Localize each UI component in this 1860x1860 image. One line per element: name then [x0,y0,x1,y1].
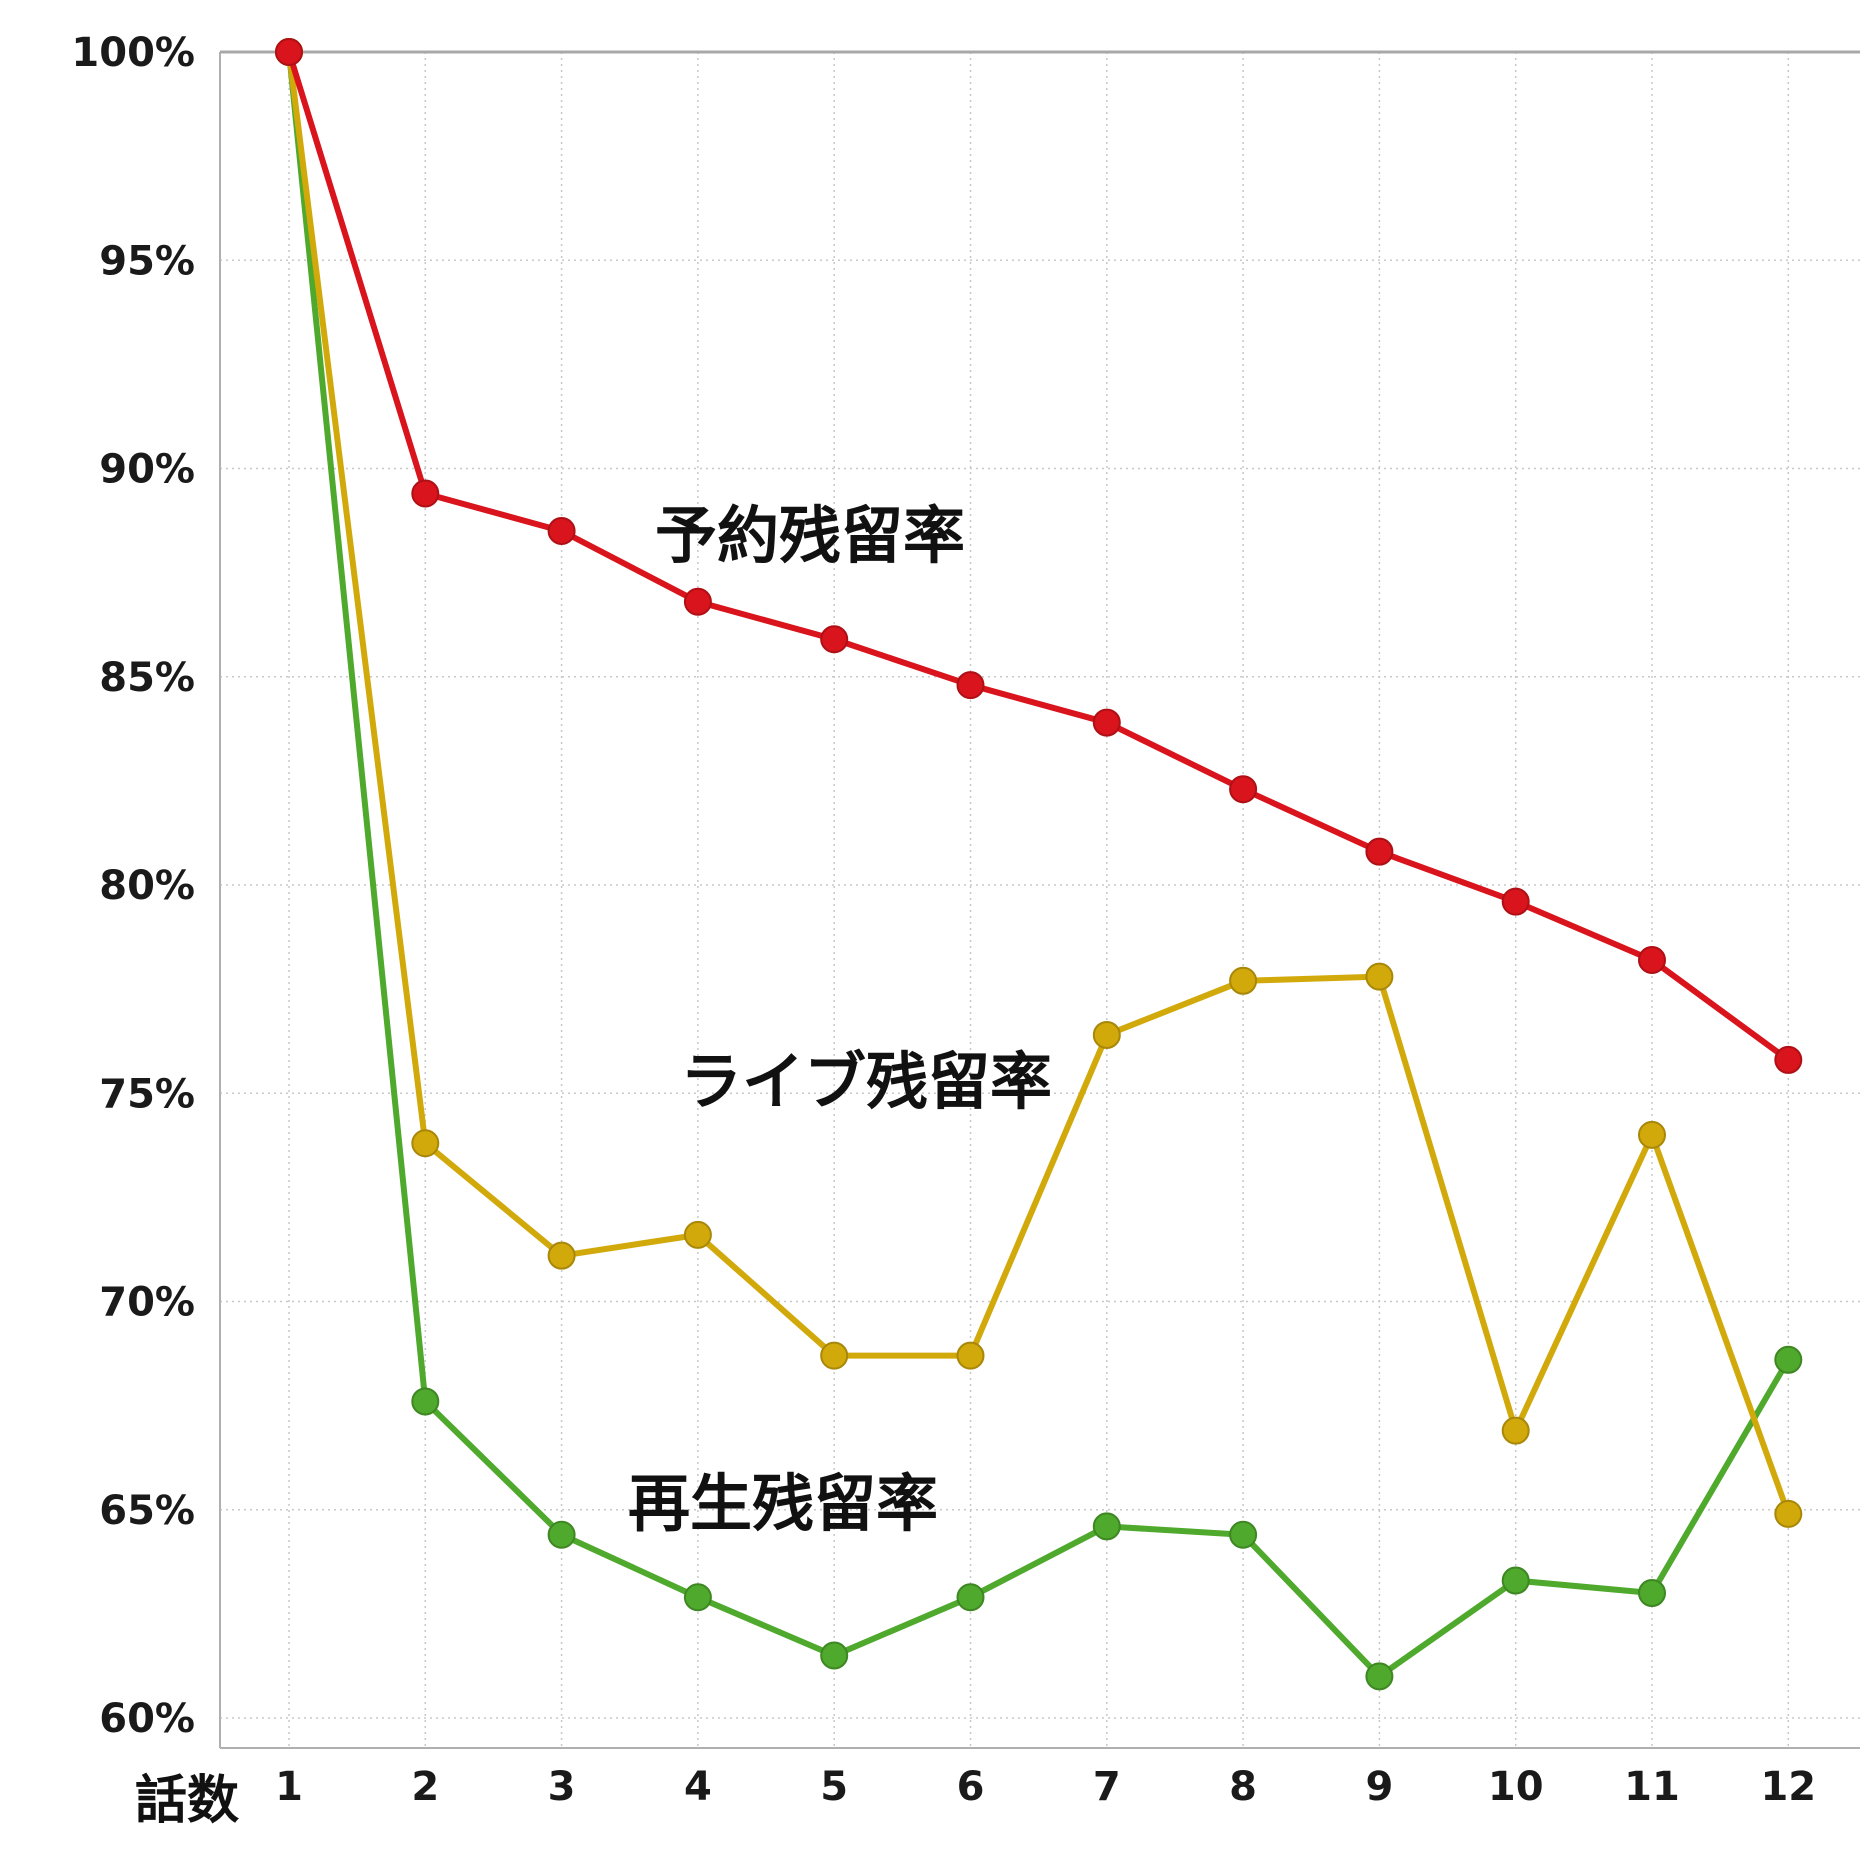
x-tick-label: 7 [1093,1764,1121,1810]
x-tick-label: 5 [820,1764,848,1810]
data-point [411,1387,440,1416]
data-point [1092,1512,1121,1541]
data-point [1365,837,1394,866]
data-point [411,479,440,508]
data-point [1365,962,1394,991]
data-point [1774,1499,1803,1528]
data-point [1501,887,1530,916]
data-point [547,1241,576,1270]
data-point [1501,1416,1530,1445]
series-line [286,51,1791,1063]
data-point [1774,1345,1803,1374]
data-point [683,1583,712,1612]
data-point [1365,1662,1394,1691]
series-2 [275,38,1803,1528]
y-tick-label: 75% [99,1071,195,1117]
data-point [820,1341,849,1370]
series-line [286,51,1792,1515]
data-point [547,516,576,545]
data-point [1229,1520,1258,1549]
y-tick-label: 90% [99,447,195,493]
y-tick-label: 95% [99,238,195,284]
x-tick-labels: 1 2 3 4 5 6 7 8 9 10 11 12 [275,1764,1816,1810]
data-point [1229,775,1258,804]
series-lines [275,38,1803,1691]
x-tick-label: 3 [548,1764,576,1810]
data-point [820,625,849,654]
x-tick-label: 1 [275,1764,303,1810]
data-point [1501,1566,1530,1595]
y-tick-label: 100% [71,30,195,76]
x-tick-label: 12 [1760,1764,1816,1810]
x-axis-title: 話数 [135,1771,239,1831]
data-point [683,1220,712,1249]
x-tick-label: 2 [411,1764,439,1810]
grid-lines [220,52,1860,1748]
series-label: 再生残留率 [628,1467,938,1540]
data-point [275,38,303,66]
data-point [1638,1579,1666,1608]
data-point [956,1341,985,1370]
x-tick-label: 4 [684,1764,712,1810]
data-point [1092,1020,1121,1049]
y-tick-labels: 60% 65% 70% 75% 80% 85% 90% 95% 100% [71,30,195,1742]
data-point [1229,966,1258,995]
data-point [820,1641,849,1670]
x-tick-label: 10 [1488,1764,1544,1810]
data-point [1638,945,1666,974]
x-tick-label: 6 [957,1764,985,1810]
y-tick-label: 80% [99,863,195,909]
y-tick-label: 70% [99,1280,195,1326]
x-tick-label: 9 [1365,1764,1393,1810]
y-tick-label: 65% [99,1488,195,1534]
x-tick-label: 8 [1229,1764,1257,1810]
y-tick-label: 60% [99,1696,195,1742]
data-point [956,671,985,700]
data-point [1774,1045,1803,1074]
y-tick-label: 85% [99,655,195,701]
data-point [1092,708,1121,737]
x-tick-label: 11 [1624,1764,1680,1810]
axes [219,50,1860,1749]
series-3 [275,38,1803,1691]
data-point [411,1129,440,1158]
data-point [1638,1120,1666,1149]
data-point [956,1583,985,1612]
series-line [286,51,1791,1680]
data-point [547,1520,576,1549]
series-label: 予約残留率 [655,499,965,572]
data-point [683,587,712,616]
series-label: ライブ残留率 [680,1045,1052,1118]
series-1 [275,38,1803,1074]
